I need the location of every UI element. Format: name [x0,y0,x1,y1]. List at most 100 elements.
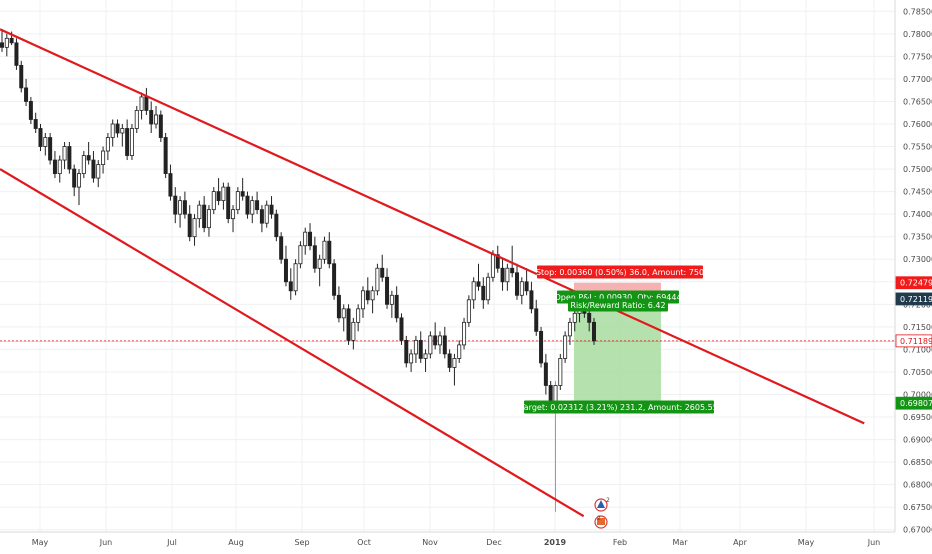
target-price-tag: 0.69807 [895,396,932,410]
candle-down [91,159,96,179]
candle-down [173,195,178,215]
candle-up [178,200,183,215]
candle-down [312,245,317,269]
candle-down [279,236,284,260]
candle-up [43,137,48,147]
candle-down [52,159,57,174]
time-tick-label: Jun [99,538,113,547]
candle-up [466,299,471,323]
candle-down [592,321,597,342]
entry-price-tag-text: 0.72119 [900,295,932,304]
target-label-bg [524,400,714,414]
candle-up [462,321,467,346]
candle-down [33,119,38,129]
candle-up [519,281,524,296]
pnl-label-text: Open P&L: 0.00930, Qty: 69444 [554,293,681,302]
candle-down [418,339,423,359]
candle-up [57,159,62,174]
candle-down [125,128,130,156]
candle-down [0,42,4,48]
candle-down [48,137,53,161]
time-tick-label: Aug [228,538,244,547]
candle-down [259,209,264,224]
candle-down [240,191,245,197]
candle-up [139,96,144,111]
entry-price-tag-bg [895,292,932,306]
candle-down [158,114,163,138]
time-tick-label: Oct [357,538,371,547]
candle-up [322,240,327,260]
candle-down [399,317,404,341]
candle-up [77,173,82,188]
candle-up [235,191,240,211]
current-price-line [0,340,895,342]
target-zone [574,298,661,404]
candle-down [38,128,43,147]
price-tick-label: 0.67000 [903,526,932,535]
time-tick-label: Mar [672,538,688,547]
target-price-tag-bg [895,396,932,410]
candle-down [67,146,72,170]
candle-up [428,335,433,355]
event-marker-calendar[interactable]: 2 [594,515,608,529]
candle-up [110,123,115,138]
time-tick-label: Jul [166,538,177,547]
candle-down [365,290,370,301]
candle-up [471,281,476,301]
candle-up [351,321,356,341]
candle-down [481,285,486,301]
time-axis[interactable]: May Jun Jul Aug Sep Oct Nov Dec 2019 Feb Mar Apr May… [32,538,881,547]
candle-down [163,137,168,174]
candle-down [115,123,120,134]
candle-up [567,321,572,337]
candle-up [134,110,139,129]
candle-down [28,101,33,120]
stop-price-tag: 0.72479 [895,276,932,290]
candle-up [490,254,495,278]
channel-lower-line[interactable] [0,168,585,518]
channel-upper-line[interactable] [0,28,865,425]
candle-down [327,240,332,265]
candle-up [317,258,322,269]
candle-down [9,37,14,44]
candle-down [24,87,29,102]
current-price-tag: 0.71189 [895,334,932,348]
candle-up [120,128,125,134]
candle-up [486,276,491,301]
candle-up [192,218,197,238]
candle-down [288,281,293,292]
candle-up [303,231,308,247]
event-marker-flag[interactable]: 2 [594,497,610,512]
calendar-icon [597,518,605,525]
target-label-text: Target: 0.02312 (3.21%) 231.2, Amount: 2… [519,403,718,412]
ratio-label-text: Risk/Reward Ratio: 6.42 [570,301,665,310]
event-count: 2 [606,497,610,504]
candle-down [476,281,481,287]
candle-up [423,353,428,359]
candle-up [211,191,216,211]
candle-up [231,209,236,220]
candle-down [86,155,91,161]
candle-down [500,267,505,283]
candle-up [154,114,159,125]
candle-up [129,128,134,156]
stop-price-tag-text: 0.72479 [900,279,932,288]
stop-price-tag-bg [895,276,932,290]
candle-down [14,42,19,66]
candle-down [514,272,519,296]
candle-down [216,191,221,202]
current-price-tag-text: 0.71189 [900,337,932,346]
candle-down [336,294,341,319]
